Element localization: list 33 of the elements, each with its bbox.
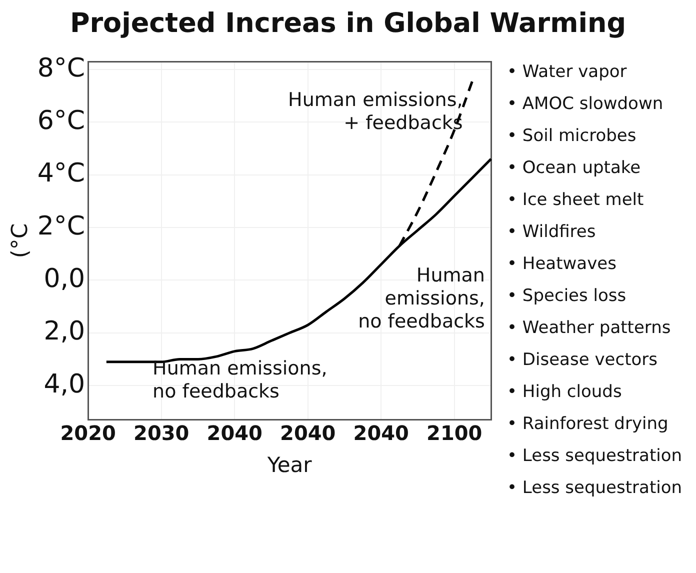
annotation: Human emissions, no feedbacks — [152, 358, 328, 403]
text: • Ice sheet melt — [507, 189, 645, 211]
text: • High clouds — [507, 381, 623, 403]
y-axis-title: (°C — [8, 223, 33, 258]
annotation: Human emissions, no feedbacks — [358, 264, 485, 332]
y-tick-label: 0,0 — [44, 264, 86, 294]
y-tick-label: 4,0 — [44, 369, 86, 400]
x-axis-title: Year — [266, 452, 312, 477]
x-tick-label: 2030 — [134, 421, 190, 446]
x-tick-label: 2020 — [60, 421, 116, 446]
text: • Wildfires — [507, 221, 597, 243]
text: • AMOC slowdown — [507, 93, 664, 115]
text: • Less sequestration — [507, 445, 684, 467]
y-tick-label: 2,0 — [44, 316, 86, 347]
y-tick-label: 6°C — [37, 106, 86, 136]
x-tick-label: 2040 — [206, 421, 262, 446]
text: • Species loss — [507, 285, 628, 307]
text: • Ocean uptake — [507, 157, 642, 179]
y-tick-label: 8°C — [37, 53, 86, 84]
text: • Less sequestration — [507, 477, 684, 499]
chart-title: Projected Increas in Global Warming — [68, 8, 628, 39]
text: • Water vapor — [507, 61, 628, 83]
annotation: Human emissions, + feedbacks — [288, 88, 463, 134]
x-tick-label: 2040 — [353, 421, 409, 446]
text: • Weather patterns — [507, 317, 672, 339]
y-tick-label: 4°C — [37, 158, 86, 189]
text: • Heatwaves — [507, 253, 618, 275]
text: • Disease vectors — [507, 349, 658, 371]
x-tick-label: 2100 — [426, 421, 482, 446]
text: • Rainforest drying — [507, 413, 670, 435]
text: • Soil microbes — [507, 125, 638, 147]
x-tick-label: 2040 — [280, 421, 336, 446]
y-tick-label: 2°C — [37, 211, 86, 242]
